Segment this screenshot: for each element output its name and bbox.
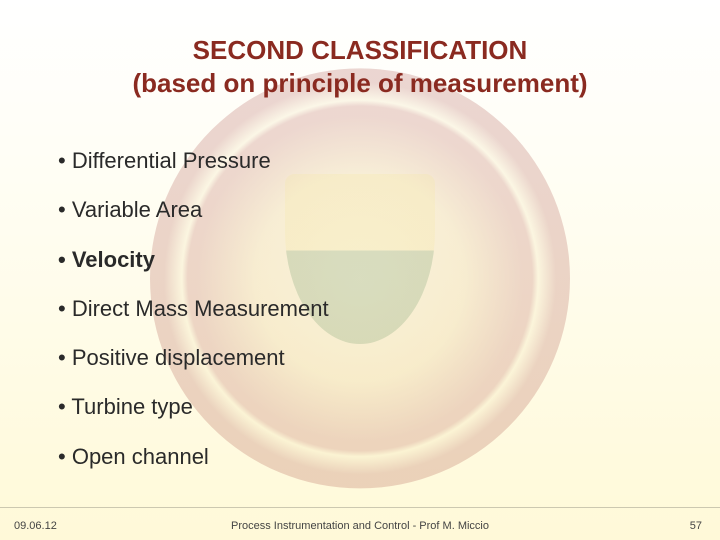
- bullet-text: Differential Pressure: [72, 148, 271, 173]
- title-line-2: (based on principle of measurement): [0, 67, 720, 100]
- bullet-text: Direct Mass Measurement: [72, 296, 329, 321]
- footer-page-number: 57: [690, 520, 702, 532]
- list-item: • Direct Mass Measurement: [58, 296, 680, 321]
- list-item: • Variable Area: [58, 197, 680, 222]
- footer-divider: [0, 507, 720, 508]
- slide-title: SECOND CLASSIFICATION (based on principl…: [0, 34, 720, 99]
- bullet-text: Variable Area: [72, 197, 202, 222]
- title-line-1: SECOND CLASSIFICATION: [0, 34, 720, 67]
- bullet-text: Positive displacement: [72, 345, 285, 370]
- bullet-text: Turbine type: [71, 394, 192, 419]
- list-item: • Differential Pressure: [58, 148, 680, 173]
- bullet-list: • Differential Pressure • Variable Area …: [58, 148, 680, 493]
- list-item: • Open channel: [58, 444, 680, 469]
- footer-center-text: Process Instrumentation and Control - Pr…: [0, 520, 720, 532]
- list-item: • Positive displacement: [58, 345, 680, 370]
- list-item: • Turbine type: [58, 394, 680, 419]
- bullet-text: Velocity: [72, 247, 155, 272]
- slide: SECOND CLASSIFICATION (based on principl…: [0, 0, 720, 540]
- list-item: • Velocity: [58, 247, 680, 272]
- footer: 09.06.12 Process Instrumentation and Con…: [0, 512, 720, 532]
- bullet-text: Open channel: [72, 444, 209, 469]
